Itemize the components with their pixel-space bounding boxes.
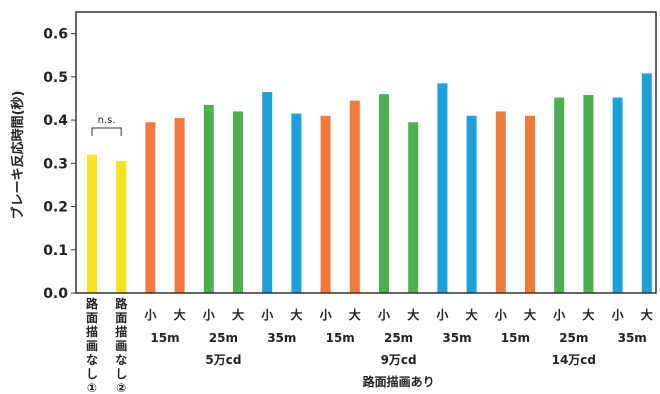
category-label-char: 路 <box>86 296 99 311</box>
bar-11 <box>379 94 389 293</box>
size-label: 大 <box>174 307 186 322</box>
candela-label: 5万cd <box>205 353 241 367</box>
distance-label: 25m <box>559 331 588 345</box>
bar-15 <box>495 111 506 293</box>
bar-2 <box>116 161 127 293</box>
group-label: 路面描画あり <box>363 374 435 389</box>
size-label: 小 <box>144 307 156 322</box>
size-label: 小 <box>261 307 273 322</box>
size-label: 小 <box>378 307 390 322</box>
distance-label: 15m <box>150 331 179 345</box>
y-axis-label: ブレーキ反応時間(秒) <box>10 91 26 220</box>
category-label-char: 画 <box>115 339 127 353</box>
category-label-char: し <box>86 367 98 381</box>
distance-label: 25m <box>384 331 413 345</box>
bar-17 <box>554 97 565 293</box>
y-tick-label: 0.1 <box>43 243 68 259</box>
bar-4 <box>174 117 185 294</box>
bar-9 <box>320 115 331 293</box>
distance-label: 35m <box>267 331 296 345</box>
bar-18 <box>583 95 594 293</box>
ns-label: n.s. <box>98 115 116 126</box>
distance-label: 25m <box>209 331 238 345</box>
size-label: 小 <box>203 307 215 322</box>
distance-label: 35m <box>618 331 647 345</box>
bar-10 <box>349 100 360 293</box>
size-label: 小 <box>320 307 332 322</box>
y-axis: 0.0 0.1 0.2 0.3 0.4 0.5 0.6 <box>43 27 76 302</box>
size-label: 大 <box>407 307 419 322</box>
distance-label: 15m <box>501 331 530 345</box>
bar-19 <box>612 97 623 293</box>
bar-5 <box>203 104 214 293</box>
distance-label: 15m <box>326 331 355 345</box>
category-label-char: な <box>86 353 98 367</box>
y-tick-label: 0.2 <box>43 200 68 216</box>
category-label-char: 路 <box>115 296 128 311</box>
size-label: 大 <box>582 307 594 322</box>
bar-13 <box>437 83 448 293</box>
category-label-char: ① <box>87 381 97 394</box>
size-label: 大 <box>232 307 244 322</box>
ns-bracket <box>91 127 122 136</box>
category-label-char: 描 <box>115 324 127 339</box>
size-label: 大 <box>349 307 361 322</box>
bar-6 <box>233 111 243 293</box>
size-label: 小 <box>436 307 448 322</box>
size-label: 小 <box>553 307 565 322</box>
size-label: 小 <box>495 307 507 322</box>
category-label-char: 面 <box>115 311 127 325</box>
category-label-char: 画 <box>86 339 98 353</box>
bar-3 <box>145 122 156 293</box>
bar-12 <box>408 122 419 293</box>
size-label: 大 <box>524 307 536 322</box>
size-label: 大 <box>641 307 653 322</box>
category-label-char: 描 <box>86 324 98 339</box>
bar-20 <box>641 73 652 293</box>
category-label-char: な <box>115 353 127 367</box>
bar-16 <box>525 115 535 293</box>
size-label: 大 <box>290 307 302 322</box>
size-label: 小 <box>612 307 624 322</box>
bar-8 <box>291 113 302 293</box>
category-label-char: ② <box>116 381 126 394</box>
bar-7 <box>262 91 273 293</box>
bars <box>87 73 652 294</box>
y-tick-label: 0.4 <box>43 113 68 129</box>
y-tick-label: 0.0 <box>43 286 68 302</box>
bar-1 <box>87 154 97 293</box>
y-tick-label: 0.5 <box>43 70 68 86</box>
y-tick-label: 0.3 <box>43 156 68 172</box>
significance-annotation: n.s. <box>91 115 122 136</box>
size-label: 大 <box>466 307 478 322</box>
category-label-char: 面 <box>86 311 98 325</box>
bar-14 <box>466 115 477 293</box>
distance-label: 35m <box>442 331 471 345</box>
x-axis-labels: 路面描画なし①路面描画なし②小大小大小大小大小大小大小大小大小大15m 25m 35… <box>86 296 653 394</box>
candela-label: 9万cd <box>381 353 417 367</box>
y-tick-label: 0.6 <box>43 27 68 43</box>
candela-label: 14万cd <box>552 353 596 367</box>
plot-frame <box>75 11 657 294</box>
category-label-char: し <box>115 367 127 381</box>
